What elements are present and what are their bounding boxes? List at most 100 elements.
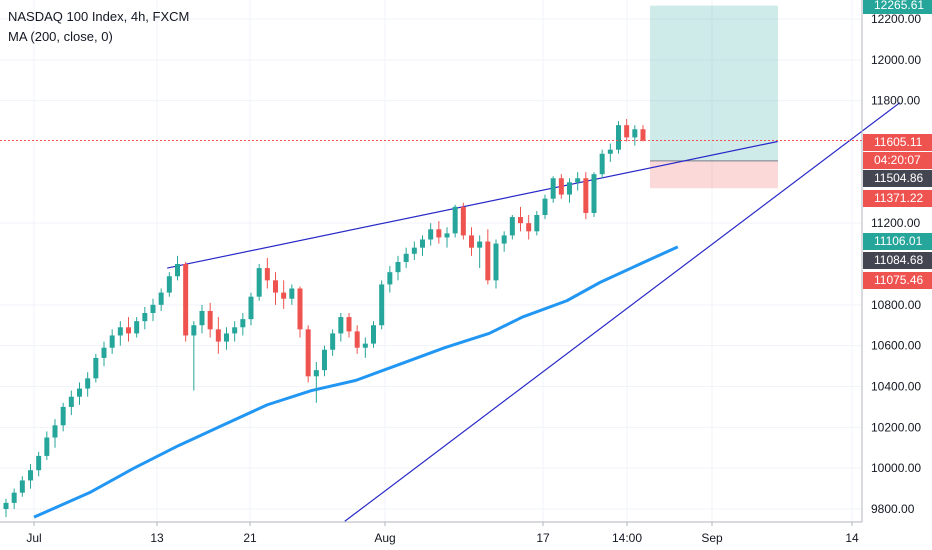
candle-body [501,235,507,244]
candle-body [101,347,107,358]
position-layer [650,5,778,189]
candle-body [11,492,17,503]
candle-body [493,243,499,281]
x-tick-label: Aug [374,531,395,545]
y-tick-label: 10000.00 [871,461,921,475]
candle-body [60,406,66,426]
candle-body [395,261,401,273]
candle-body [354,331,360,348]
candle-body [550,178,556,199]
candle-body [558,178,564,195]
candle-body [411,247,417,254]
candle-body [591,174,597,213]
candle-body [142,313,148,322]
candle-body [607,149,613,154]
candle-body [134,321,140,334]
price-badge [863,252,932,269]
trendline-upper [167,140,778,269]
x-tick-label: 21 [243,531,257,545]
candle-body [68,396,74,407]
ma200-line [33,245,679,519]
y-tick-label: 11800.00 [871,94,920,108]
candle-body [632,129,638,138]
y-tick-label: 10200.00 [871,420,921,434]
price-badge [863,190,932,207]
price-badge-label: 11504.86 [874,171,923,185]
candle-body [444,233,450,238]
candle-body [85,378,91,389]
candle-body [264,268,270,281]
ma-layer [33,245,679,519]
candle-body [379,284,385,326]
candle-body [616,125,621,150]
price-badge-label: 11106.01 [874,234,923,248]
candle-body [150,304,156,313]
y-tick-label: 12000.00 [871,53,921,67]
candle-body [460,206,466,236]
candle-body [273,280,278,293]
price-badge [863,152,932,169]
candle-body [477,241,483,248]
legend-layer: NASDAQ 100 Index, 4h, FXCM MA (200, clos… [8,9,189,44]
candle-body [330,333,336,350]
candle-body [387,272,393,285]
y-tick-label: 10600.00 [871,339,921,353]
candle-body [126,327,131,334]
candle-body [44,437,50,456]
candle-body [281,292,287,299]
candle-body [166,276,172,293]
candle-body [158,292,164,305]
candle-body [28,470,33,481]
candle-body [322,349,327,371]
trend-layer [167,102,901,522]
x-tick-label: 13 [150,531,164,545]
price-badge [863,233,932,250]
candle-body [183,264,189,336]
price-badge-label: 11084.68 [874,253,923,267]
candle-body [469,235,474,248]
candle-body [542,198,548,215]
price-badge-label: 11371.22 [874,191,923,205]
candle-layer [3,119,646,518]
candle-body [371,325,376,344]
candle-body [567,182,572,195]
candle-body [403,253,409,262]
x-tick-label: 14 [845,531,859,545]
candle-body [207,310,213,330]
candle-body [248,296,254,320]
candle-body [36,455,42,471]
price-badge-label: 12265.61 [874,0,924,12]
candle-body [640,129,646,141]
candle-body [297,288,303,330]
candle-body [624,125,630,138]
candle-body [526,223,532,232]
candle-body [575,178,581,183]
candle-body [224,333,229,342]
candle-body [77,388,82,397]
position-stop-zone [650,160,778,189]
candle-body [485,241,491,281]
y-tick-label: 12200.00 [871,12,921,26]
candle-body [420,239,425,248]
candle-body [117,327,123,336]
x-tick-label: 17 [536,531,550,545]
indicator-label: MA (200, close, 0) [8,29,113,44]
y-tick-label: 10400.00 [871,380,921,394]
chart-title: NASDAQ 100 Index, 4h, FXCM [8,9,189,24]
y-tick-label: 10800.00 [871,298,921,312]
candle-body [232,327,238,334]
price-badge-label: 11075.46 [874,273,923,287]
x-tick-label: Jul [26,531,41,545]
candle-body [338,317,344,334]
candle-body [583,178,589,213]
candle-body [452,206,458,234]
candle-body [52,425,58,438]
price-badge-label: 11605.11 [874,135,923,149]
price-badge [863,170,932,187]
price-badge-label: 04:20:07 [874,153,921,167]
candle-body [305,329,311,377]
axis-layer: 9800.00 10000.00 10200.00 10400.00 10600.00 1… [0,0,921,545]
y-tick-label: 11200.00 [871,216,920,230]
candle-body [109,335,115,348]
